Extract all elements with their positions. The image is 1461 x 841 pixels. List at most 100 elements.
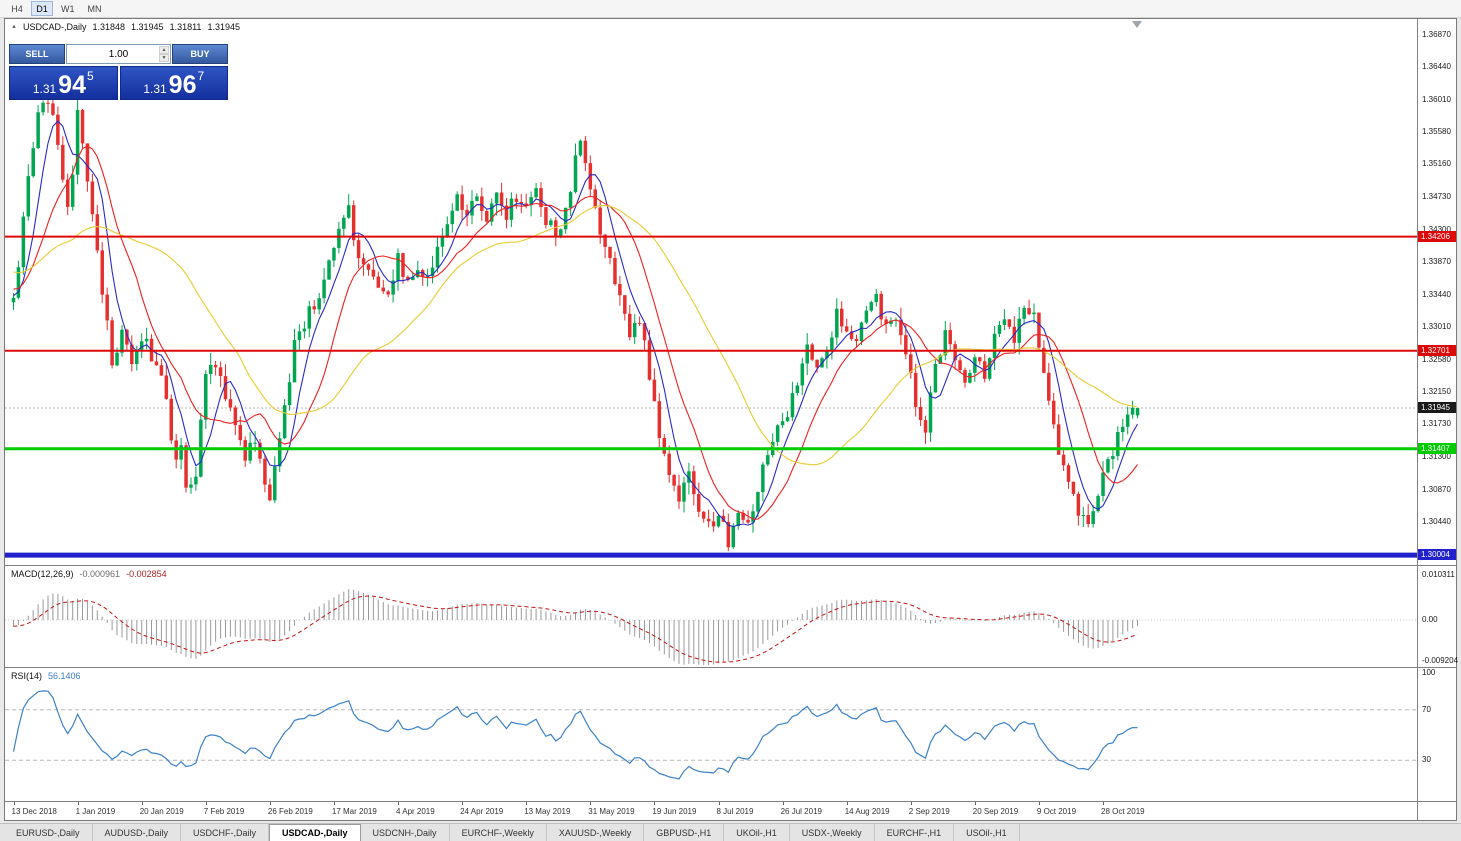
price-axis-label: 1.31730 bbox=[1422, 419, 1451, 429]
chart-symbol-period: USDCAD-,Daily bbox=[22, 22, 87, 32]
price-axis-column[interactable] bbox=[1417, 19, 1456, 565]
time-axis-label: 13 Dec 2018 bbox=[11, 807, 57, 816]
chart-tab-usdchf-daily[interactable]: USDCHF-,Daily bbox=[181, 824, 270, 841]
time-axis-tick bbox=[718, 802, 720, 805]
chart-tab-usdx-weekly[interactable]: USDX-,Weekly bbox=[790, 824, 875, 841]
time-axis-label: 28 Oct 2019 bbox=[1101, 807, 1145, 816]
time-axis-label: 13 May 2019 bbox=[524, 807, 571, 816]
sell-price-point: 5 bbox=[86, 69, 94, 83]
volume-spin-up-icon[interactable]: ▲ bbox=[159, 46, 169, 54]
chart-tab-gbpusd-h1[interactable]: GBPUSD-,H1 bbox=[644, 824, 725, 841]
sell-price-display[interactable]: 1.31 94 5 bbox=[9, 66, 118, 100]
chart-tab-usdcad-daily[interactable]: USDCAD-,Daily bbox=[269, 824, 361, 841]
timeframe-button-w1[interactable]: W1 bbox=[56, 1, 80, 16]
time-axis-tick bbox=[141, 802, 143, 805]
time-axis-tick bbox=[13, 802, 15, 805]
chart-tab-bar: EURUSD-,Daily AUDUSD-,Daily USDCHF-,Daily U… bbox=[0, 823, 1461, 841]
buy-price-prefix: 1.31 bbox=[143, 81, 167, 96]
price-line-tag[interactable]: 1.32701 bbox=[1418, 344, 1456, 356]
timeframe-toolbar: H4 D1 W1 MN bbox=[0, 0, 1461, 18]
chart-shift-marker-icon[interactable] bbox=[1132, 21, 1142, 28]
sell-button[interactable]: SELL bbox=[9, 44, 65, 64]
chart-tab-eurchf-h1[interactable]: EURCHF-,H1 bbox=[875, 824, 955, 841]
volume-field[interactable]: 1.00 ▲ ▼ bbox=[66, 44, 171, 64]
time-axis-label: 31 May 2019 bbox=[588, 807, 635, 816]
ohlc-low: 1.31811 bbox=[169, 22, 202, 32]
chart-window: ▲ USDCAD-,Daily 1.31848 1.31945 1.31811 … bbox=[4, 18, 1459, 821]
time-axis-label: 20 Sep 2019 bbox=[972, 807, 1019, 816]
macd-value-signal: -0.002854 bbox=[126, 569, 167, 579]
macd-label: MACD(12,26,9) -0.000961 -0.002854 bbox=[11, 569, 167, 579]
moving-average-13-line bbox=[13, 145, 1138, 520]
rsi-value: 56.1406 bbox=[48, 671, 81, 681]
price-axis-label: 1.35160 bbox=[1422, 159, 1451, 169]
time-axis-label: 7 Feb 2019 bbox=[203, 807, 245, 816]
chart-tab-eurchf-weekly[interactable]: EURCHF-,Weekly bbox=[450, 824, 547, 841]
time-axis-label: 14 Aug 2019 bbox=[844, 807, 890, 816]
time-axis-tick bbox=[974, 802, 976, 805]
time-axis-label: 26 Jul 2019 bbox=[780, 807, 822, 816]
time-axis-tick bbox=[654, 802, 656, 805]
time-axis-label: 8 Jul 2019 bbox=[716, 807, 754, 816]
collapse-arrow-icon[interactable]: ▲ bbox=[11, 24, 17, 30]
chart-tab-audusd-daily[interactable]: AUDUSD-,Daily bbox=[93, 824, 182, 841]
macd-axis-column[interactable] bbox=[1417, 566, 1456, 667]
chart-tab-xauusd-weekly[interactable]: XAUUSD-,Weekly bbox=[547, 824, 645, 841]
rsi-axis-label: 100 bbox=[1422, 668, 1436, 677]
ohlc-high: 1.31945 bbox=[131, 22, 164, 32]
moving-average-6-line bbox=[13, 120, 1138, 528]
rsi-chart[interactable] bbox=[5, 668, 1417, 801]
ohlc-open: 1.31848 bbox=[92, 22, 126, 32]
time-axis-label: 17 Mar 2019 bbox=[331, 807, 377, 816]
buy-price-pips: 96 bbox=[168, 70, 197, 99]
candlestick-chart[interactable] bbox=[5, 19, 1417, 565]
current-price-tag: 1.31945 bbox=[1418, 402, 1456, 413]
price-axis-label: 1.35580 bbox=[1422, 127, 1451, 137]
macd-signal-line bbox=[13, 595, 1138, 663]
timeframe-button-mn[interactable]: MN bbox=[83, 1, 107, 16]
price-axis-label: 1.31300 bbox=[1422, 451, 1451, 461]
price-axis-label: 1.34300 bbox=[1422, 224, 1451, 234]
rsi-indicator-panel: RSI(14) 56.1406 100 70 30 bbox=[5, 667, 1456, 801]
price-line-tag[interactable]: 1.31407 bbox=[1418, 442, 1456, 454]
time-axis-tick bbox=[846, 802, 848, 805]
time-axis-tick bbox=[398, 802, 399, 805]
time-axis-label: 26 Feb 2019 bbox=[267, 807, 313, 816]
chart-tab-eurusd-daily[interactable]: EURUSD-,Daily bbox=[4, 824, 93, 841]
volume-spin-down-icon[interactable]: ▼ bbox=[159, 54, 169, 62]
price-line-tag[interactable]: 1.30004 bbox=[1418, 549, 1456, 561]
time-axis-label: 24 Apr 2019 bbox=[460, 807, 504, 816]
time-axis-tick bbox=[1038, 802, 1040, 805]
timeframe-button-d1[interactable]: D1 bbox=[31, 1, 53, 16]
time-axis[interactable]: 13 Dec 2018 1 Jan 2019 20 Jan 2019 7 Feb 20… bbox=[5, 801, 1456, 820]
time-axis-label: 1 Jan 2019 bbox=[75, 807, 116, 816]
time-axis-tick bbox=[205, 802, 207, 805]
sell-price-pips: 94 bbox=[58, 70, 86, 99]
macd-axis-label: -0.009204 bbox=[1422, 656, 1459, 665]
time-axis-label: 9 Oct 2019 bbox=[1036, 807, 1077, 816]
macd-name: MACD(12,26,9) bbox=[11, 569, 74, 579]
time-axis-label: 2 Sep 2019 bbox=[908, 807, 950, 816]
time-axis-tick bbox=[1103, 802, 1104, 805]
price-chart-panel: ▲ USDCAD-,Daily 1.31848 1.31945 1.31811 … bbox=[5, 19, 1456, 565]
time-axis-tick bbox=[782, 802, 784, 805]
sell-price-prefix: 1.31 bbox=[32, 81, 57, 96]
chart-tab-ukoil-h1[interactable]: UKOil-,H1 bbox=[724, 824, 790, 841]
buy-button[interactable]: BUY bbox=[172, 44, 228, 64]
macd-histogram bbox=[13, 589, 1138, 665]
price-axis-label: 1.36440 bbox=[1422, 62, 1451, 72]
volume-spinner: ▲ ▼ bbox=[159, 46, 169, 62]
time-axis-corner bbox=[1417, 802, 1456, 820]
chart-tab-usoil-h1[interactable]: USOil-,H1 bbox=[954, 824, 1020, 841]
time-axis-label: 20 Jan 2019 bbox=[139, 807, 184, 816]
time-axis-tick bbox=[526, 802, 528, 805]
candles-layer bbox=[11, 93, 1140, 552]
buy-price-display[interactable]: 1.31 96 7 bbox=[119, 66, 228, 100]
macd-chart[interactable] bbox=[5, 566, 1417, 667]
price-line-tag[interactable]: 1.34206 bbox=[1418, 230, 1456, 242]
timeframe-button-h4[interactable]: H4 bbox=[6, 1, 28, 16]
price-axis-label: 1.33870 bbox=[1422, 257, 1451, 267]
chart-tab-usdcnh-daily[interactable]: USDCNH-,Daily bbox=[361, 824, 450, 841]
rsi-axis-column[interactable] bbox=[1417, 668, 1456, 801]
time-axis-label: 19 Jun 2019 bbox=[652, 807, 697, 816]
